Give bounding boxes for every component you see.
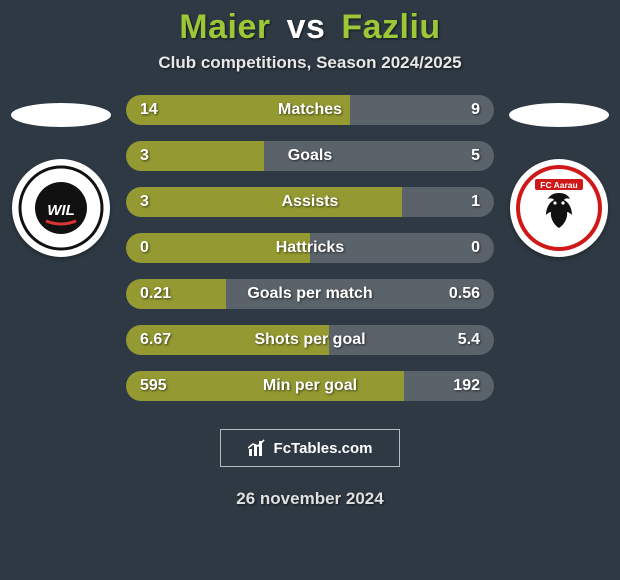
subtitle: Club competitions, Season 2024/2025 bbox=[0, 53, 620, 73]
stat-value-right: 192 bbox=[453, 371, 480, 401]
stat-value-right: 1 bbox=[471, 187, 480, 217]
stat-row: 3Assists1 bbox=[126, 187, 494, 217]
stat-label: Matches bbox=[126, 95, 494, 125]
player-right-name: Fazliu bbox=[341, 8, 440, 46]
stat-label: Shots per goal bbox=[126, 325, 494, 355]
player-left-ellipse bbox=[11, 103, 111, 127]
stat-value-right: 9 bbox=[471, 95, 480, 125]
stat-label: Hattricks bbox=[126, 233, 494, 263]
stat-value-right: 0.56 bbox=[449, 279, 480, 309]
vs-text: vs bbox=[287, 8, 326, 46]
stat-row: 0.21Goals per match0.56 bbox=[126, 279, 494, 309]
date: 26 november 2024 bbox=[0, 489, 620, 509]
left-side: FC 1900 WIL bbox=[6, 95, 116, 257]
stat-label: Assists bbox=[126, 187, 494, 217]
stat-bars: 14Matches9 3Goals5 3Assists1 0Hattricks0 0.2… bbox=[126, 95, 494, 401]
comparison-card: Maier vs Fazliu Club competitions, Seaso… bbox=[0, 0, 620, 580]
stat-row: 595Min per goal192 bbox=[126, 371, 494, 401]
club-badge-left: FC 1900 WIL bbox=[12, 159, 110, 257]
svg-text:FC 1900: FC 1900 bbox=[46, 188, 77, 197]
stat-row: 14Matches9 bbox=[126, 95, 494, 125]
stat-value-right: 0 bbox=[471, 233, 480, 263]
page-title: Maier vs Fazliu bbox=[0, 8, 620, 47]
stat-label: Goals bbox=[126, 141, 494, 171]
logo-bars-icon bbox=[248, 439, 268, 457]
player-right-ellipse bbox=[509, 103, 609, 127]
svg-text:FC Aarau: FC Aarau bbox=[540, 180, 577, 190]
content-row: FC 1900 WIL 14Matches9 3Goals5 3Assists1 0H… bbox=[0, 95, 620, 401]
svg-text:WIL: WIL bbox=[47, 202, 75, 219]
right-side: FC Aarau bbox=[504, 95, 614, 257]
stat-row: 0Hattricks0 bbox=[126, 233, 494, 263]
stat-value-right: 5.4 bbox=[458, 325, 480, 355]
fctables-logo: FcTables.com bbox=[220, 429, 400, 467]
fc-wil-icon: FC 1900 WIL bbox=[18, 165, 104, 251]
fc-aarau-icon: FC Aarau bbox=[516, 165, 602, 251]
stat-value-right: 5 bbox=[471, 141, 480, 171]
stat-row: 6.67Shots per goal5.4 bbox=[126, 325, 494, 355]
player-left-name: Maier bbox=[179, 8, 270, 46]
stat-label: Min per goal bbox=[126, 371, 494, 401]
logo-text: FcTables.com bbox=[274, 440, 373, 457]
stat-label: Goals per match bbox=[126, 279, 494, 309]
club-badge-right: FC Aarau bbox=[510, 159, 608, 257]
stat-row: 3Goals5 bbox=[126, 141, 494, 171]
